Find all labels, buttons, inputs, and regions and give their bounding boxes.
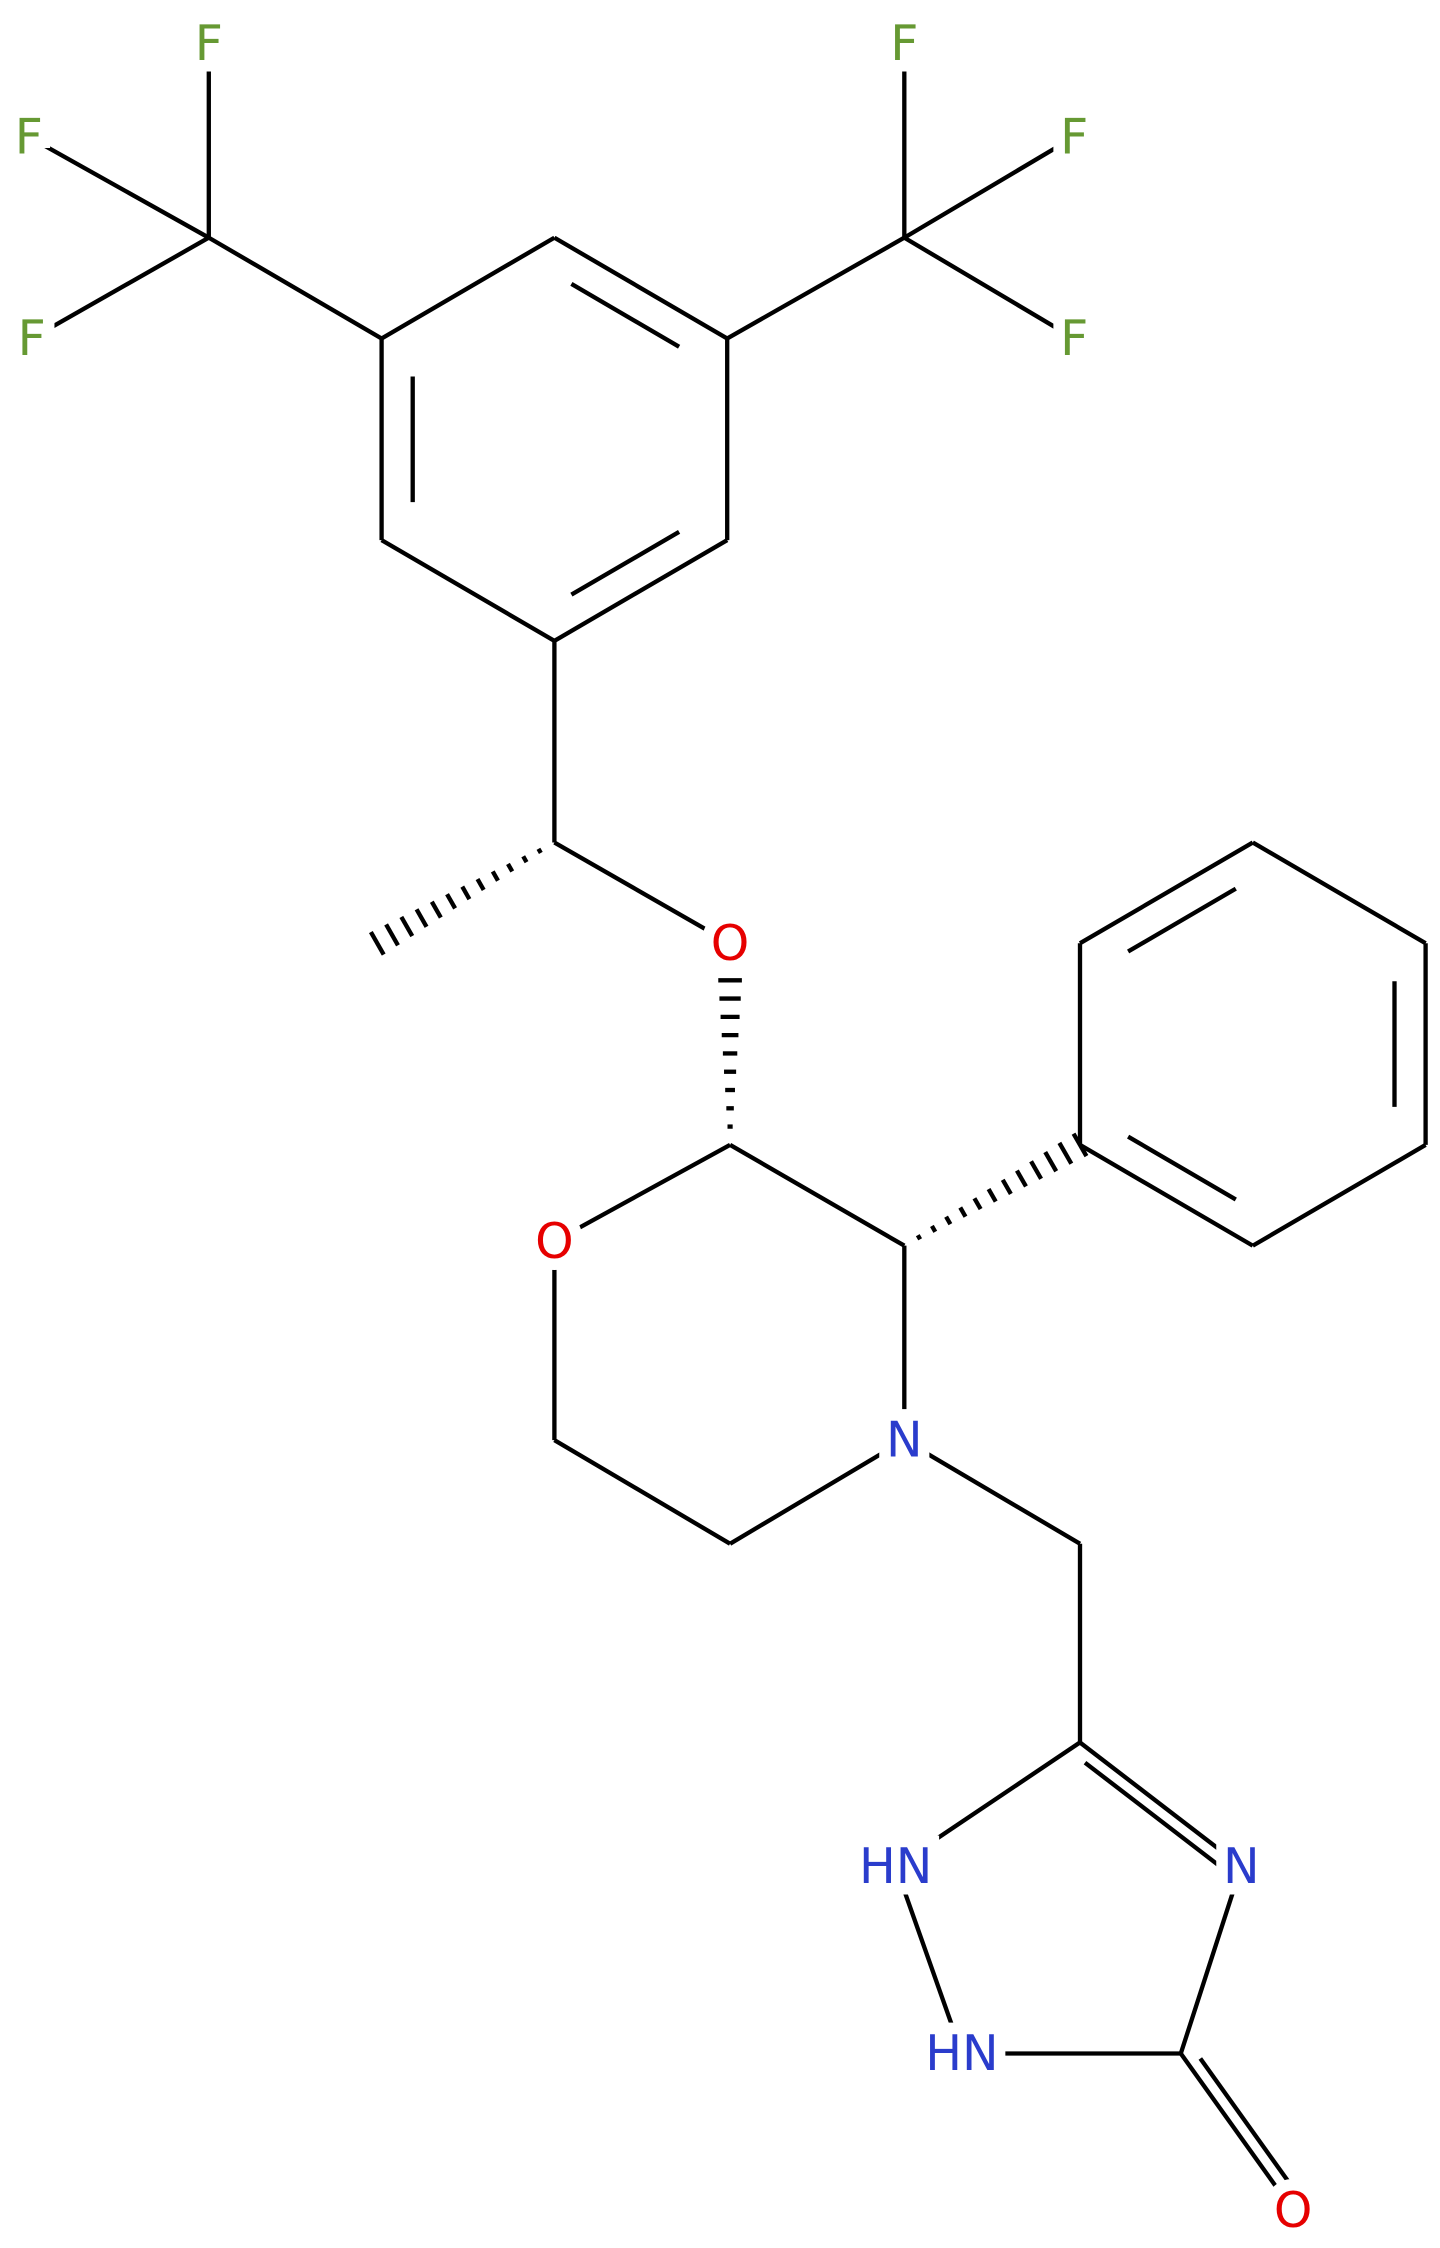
atom-label: N — [886, 1412, 923, 1469]
bond — [903, 235, 1076, 341]
atom-label: F — [18, 310, 46, 367]
bond — [903, 135, 1076, 240]
bond — [553, 1438, 732, 1546]
bond — [30, 235, 210, 341]
bond — [553, 1142, 732, 1244]
double-bond-line — [1198, 2057, 1297, 2192]
bond — [553, 538, 729, 643]
atom-label: HN — [859, 1838, 932, 1895]
atom-label: F — [1060, 310, 1088, 367]
atom-label: F — [1060, 108, 1088, 165]
bond — [728, 1143, 906, 1248]
bond — [1179, 2052, 1295, 2212]
double-bond-line — [1083, 1760, 1222, 1869]
bond — [1251, 840, 1427, 946]
bond — [207, 235, 383, 341]
bond — [27, 134, 210, 240]
bonds — [27, 43, 1428, 2212]
bond — [1251, 1143, 1427, 1248]
bond — [1078, 840, 1254, 946]
bond — [1078, 1740, 1243, 1869]
atom-label: O — [535, 1213, 574, 1270]
hashed-bond — [915, 1234, 923, 1241]
hashed-bond — [490, 870, 500, 882]
bond — [380, 235, 556, 341]
atom-label: HN — [925, 2025, 998, 2082]
atom-label: F — [15, 108, 43, 165]
atom-label: F — [890, 15, 918, 72]
hashed-bond — [414, 908, 429, 928]
hashed-bond — [429, 900, 443, 919]
bond — [553, 840, 732, 946]
hashed-bond — [930, 1224, 938, 1233]
atom-label: N — [1223, 1838, 1260, 1895]
bond — [553, 235, 729, 341]
atom-label: O — [1274, 2182, 1313, 2239]
hashed-bond — [1000, 1178, 1013, 1196]
hashed-bond — [944, 1215, 953, 1226]
hashed-bond — [399, 915, 415, 938]
hashed-bond — [986, 1187, 998, 1203]
double-bond-line — [570, 282, 681, 349]
atom-label: O — [711, 915, 750, 972]
hashed-bond — [445, 893, 457, 910]
hashed-bond — [1057, 1141, 1074, 1165]
bond — [894, 1740, 1082, 1869]
hashed-bond — [460, 885, 472, 901]
bond — [1078, 1143, 1254, 1248]
atom-label: F — [195, 15, 223, 72]
hashed-bond — [1029, 1160, 1043, 1180]
hashed-bond — [384, 923, 400, 947]
bond — [1178, 1865, 1244, 2055]
bond — [380, 538, 556, 643]
hashed-bond — [972, 1197, 983, 1211]
bond — [726, 235, 906, 341]
hashed-bond — [521, 855, 529, 864]
hashed-bond — [506, 862, 515, 873]
hashed-bond — [1043, 1151, 1059, 1173]
double-bond-line — [1127, 886, 1237, 954]
hashed-bond — [1015, 1169, 1028, 1188]
hashed-bond — [475, 877, 486, 891]
hashed-bond — [368, 930, 386, 956]
hashed-bond — [958, 1206, 968, 1218]
bond — [893, 1865, 964, 2055]
bond — [903, 1438, 1082, 1546]
atom-labels: F F F F F F O O N HN N HN O — [3, 3, 1324, 2248]
double-bond-line — [570, 529, 681, 597]
hashed-bond — [536, 847, 543, 855]
double-bond-line — [1127, 1134, 1237, 1202]
bond — [728, 1438, 906, 1546]
